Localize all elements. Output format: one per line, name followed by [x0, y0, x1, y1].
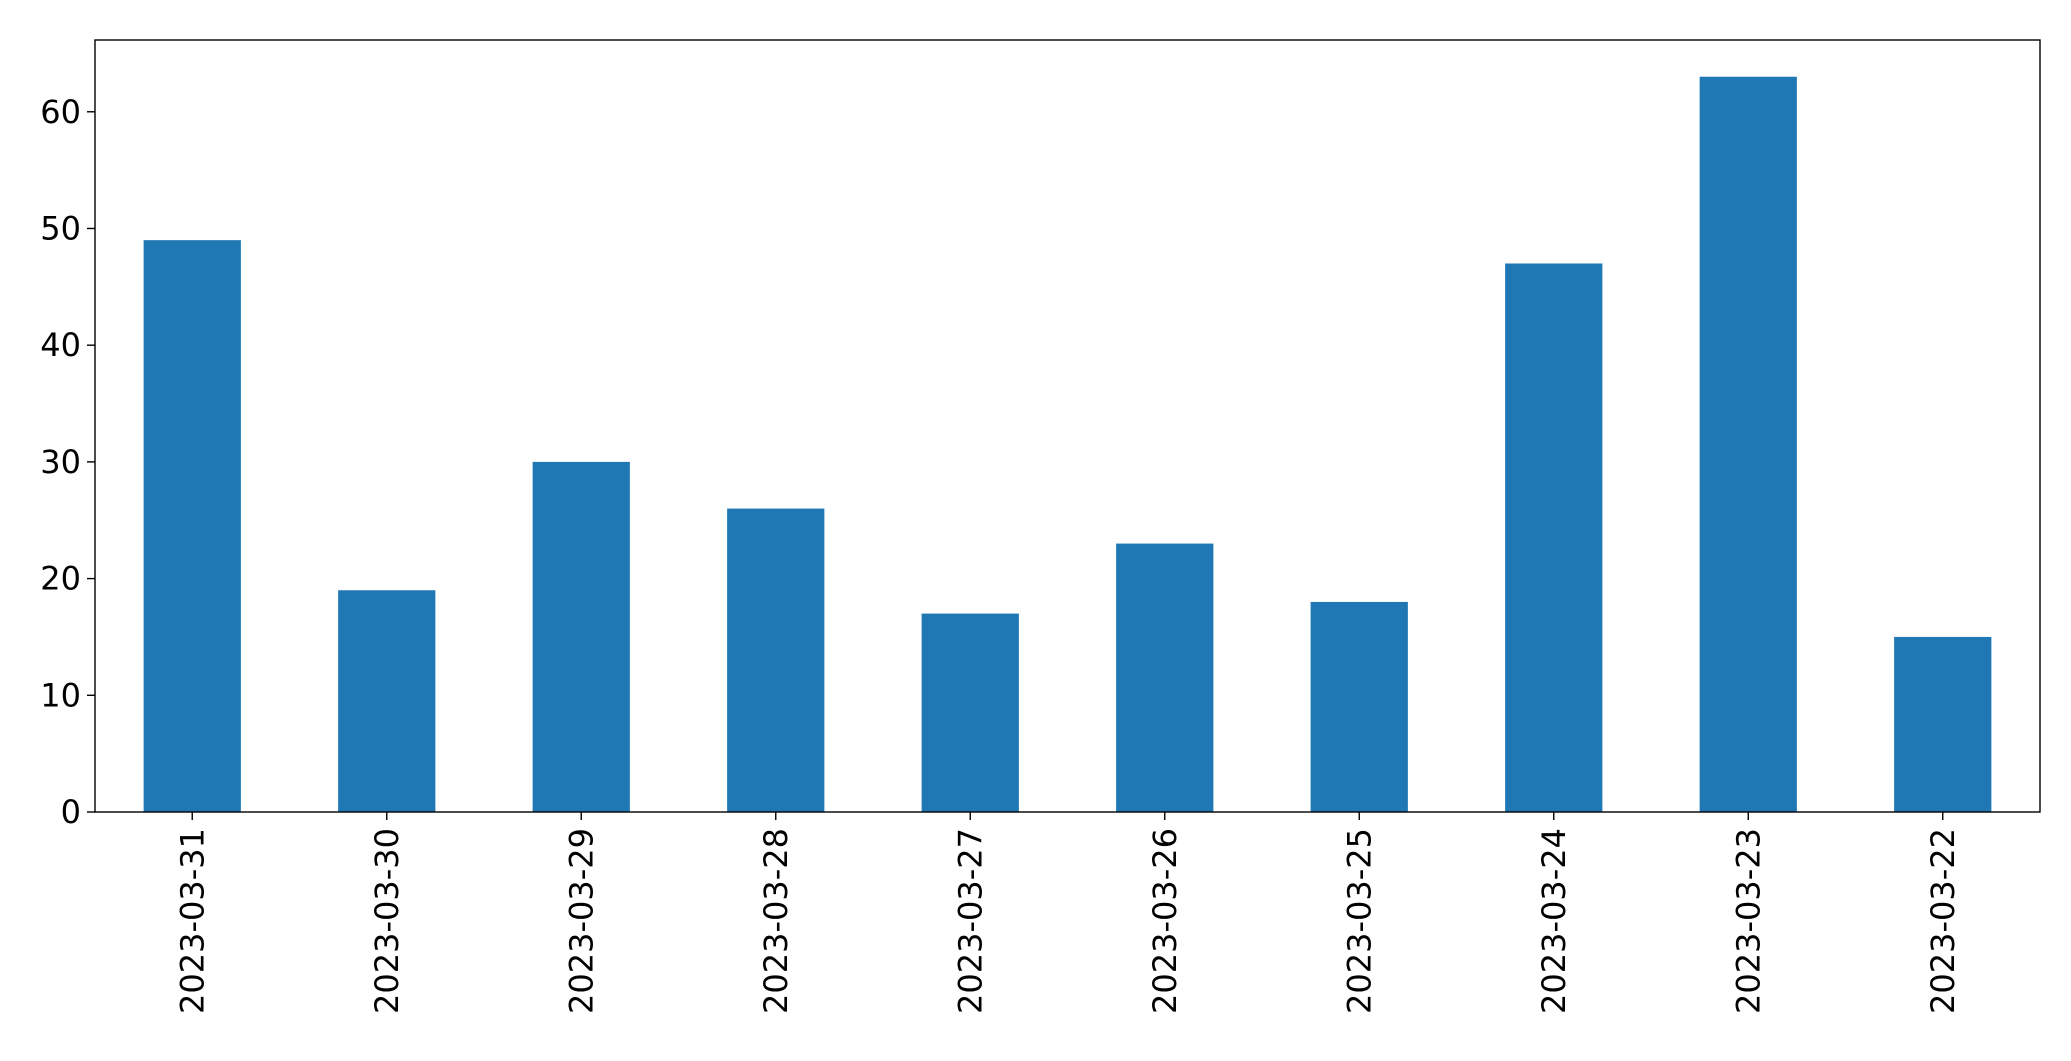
y-axis: 0 10 20 30 40 50 60 [40, 93, 95, 831]
y-tick-label: 50 [40, 209, 81, 247]
bar-2023-03-24 [1505, 263, 1603, 813]
x-tick-label: 2023-03-26 [1146, 828, 1184, 1014]
x-tick-label: 2023-03-24 [1535, 828, 1573, 1014]
bars-group [143, 76, 1992, 813]
x-tick-label: 2023-03-28 [757, 828, 795, 1014]
x-tick-label: 2023-03-22 [1924, 828, 1962, 1014]
bar-2023-03-28 [727, 508, 825, 812]
bar-2023-03-26 [1116, 543, 1214, 812]
y-tick-label: 60 [40, 93, 81, 131]
x-tick-label: 2023-03-25 [1340, 828, 1378, 1014]
bar-2023-03-22 [1894, 636, 1992, 812]
bar-2023-03-30 [338, 590, 436, 812]
x-tick-label: 2023-03-31 [173, 828, 211, 1014]
plot-frame [94, 39, 2041, 813]
y-tick-label: 10 [40, 676, 81, 714]
y-tick-label: 40 [40, 326, 81, 364]
bar-2023-03-25 [1310, 601, 1408, 812]
bar-2023-03-31 [143, 240, 241, 813]
bar-2023-03-27 [921, 613, 1019, 812]
bar-2023-03-29 [532, 461, 630, 812]
y-tick-label: 20 [40, 560, 81, 598]
x-tick-label: 2023-03-23 [1729, 828, 1767, 1014]
bar-2023-03-23 [1699, 76, 1797, 812]
x-tick-label: 2023-03-29 [562, 828, 600, 1014]
x-tick-label: 2023-03-30 [368, 828, 406, 1014]
x-axis: 2023-03-31 2023-03-30 2023-03-29 2023-03-28… [173, 812, 1962, 1014]
y-tick-label: 30 [40, 443, 81, 481]
y-tick-label: 0 [61, 793, 81, 831]
x-tick-label: 2023-03-27 [951, 828, 989, 1014]
